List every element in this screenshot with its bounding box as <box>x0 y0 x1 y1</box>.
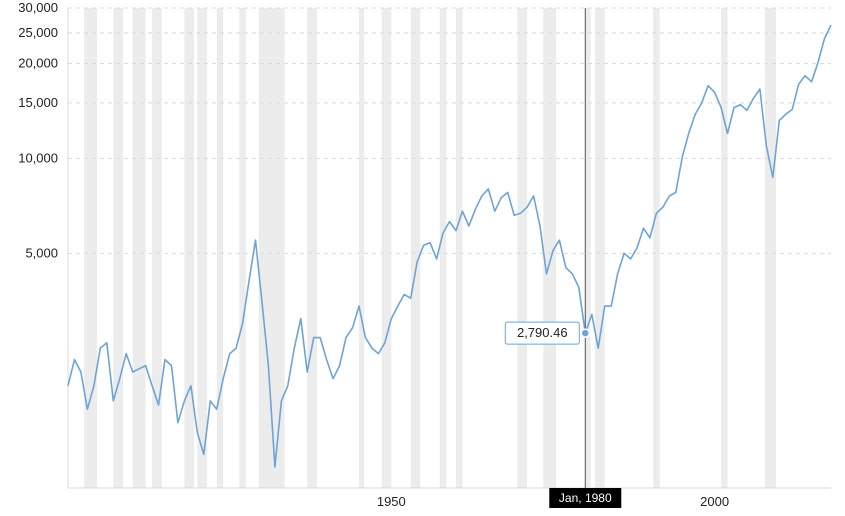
recession-band <box>84 8 97 488</box>
recession-band <box>653 8 659 488</box>
recession-band <box>197 8 207 488</box>
chart-bg <box>0 0 845 516</box>
chart-svg[interactable]: 5,000 10,000 15,000 20,000 25,000 30,000 1950 2… <box>0 0 845 516</box>
recession-band <box>585 8 590 488</box>
recession-band <box>456 8 462 488</box>
recession-band <box>595 8 605 488</box>
y-tick-label: 20,000 <box>18 56 58 71</box>
recession-band <box>765 8 776 488</box>
hover-tooltip-label: 2,790.46 <box>517 325 568 340</box>
line-chart: 5,000 10,000 15,000 20,000 25,000 30,000 1950 2… <box>0 0 845 516</box>
y-tick-label: 15,000 <box>18 95 58 110</box>
recession-band <box>152 8 162 488</box>
y-tick-label: 5,000 <box>25 245 58 260</box>
x-tick-label: 1950 <box>377 494 406 509</box>
recession-band <box>184 8 194 488</box>
y-tick-label: 10,000 <box>18 150 58 165</box>
recession-band <box>411 8 421 488</box>
recession-band <box>721 8 727 488</box>
recession-band <box>517 8 527 488</box>
recession-band <box>217 8 223 488</box>
crosshair-label: Jan, 1980 <box>559 491 612 505</box>
recession-band <box>440 8 446 488</box>
recession-band <box>382 8 392 488</box>
recession-band <box>113 8 123 488</box>
y-tick-label: 30,000 <box>18 0 58 15</box>
recession-band <box>307 8 317 488</box>
recession-band <box>359 8 364 488</box>
y-tick-label: 25,000 <box>18 25 58 40</box>
recession-band <box>133 8 146 488</box>
x-tick-label: 2000 <box>700 494 729 509</box>
hover-marker <box>581 329 589 337</box>
recession-band <box>239 8 245 488</box>
